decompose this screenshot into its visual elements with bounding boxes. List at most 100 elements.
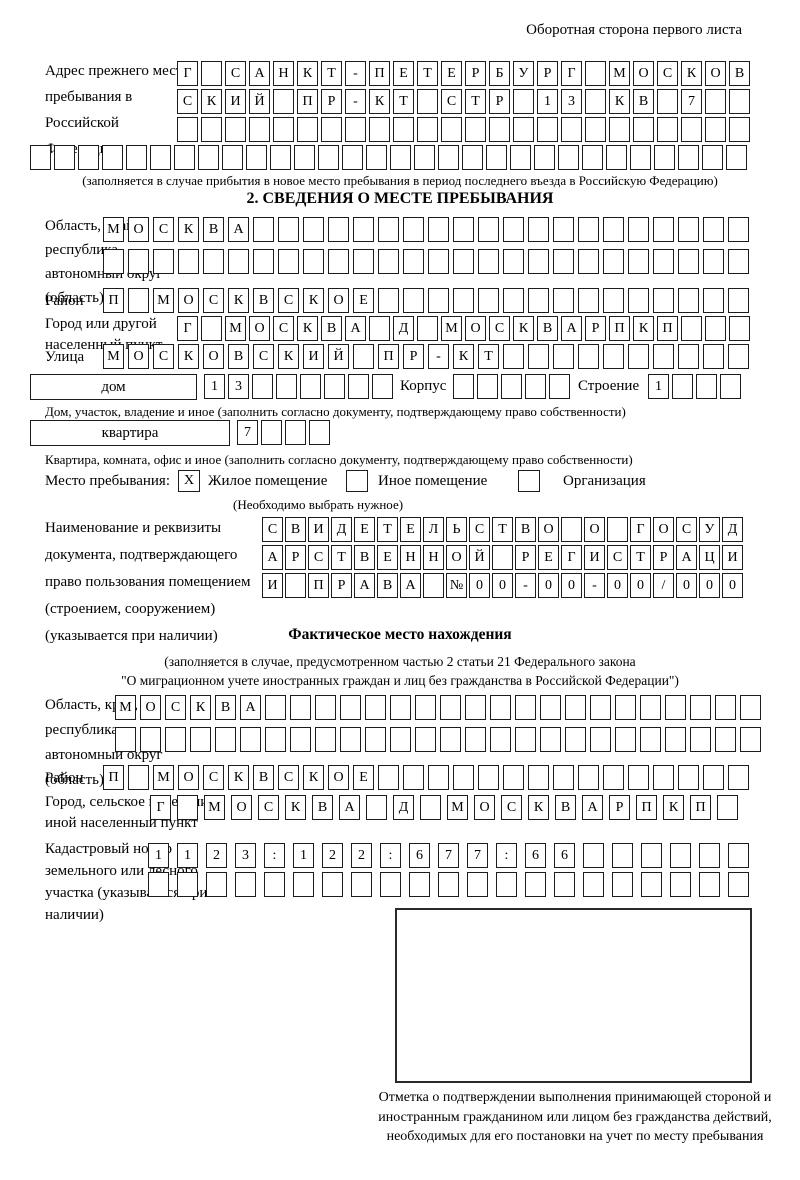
char-box[interactable]: О bbox=[474, 795, 495, 820]
char-box[interactable] bbox=[294, 145, 315, 170]
char-box[interactable] bbox=[525, 374, 546, 399]
char-box[interactable]: Р bbox=[489, 89, 510, 114]
char-box[interactable]: В bbox=[215, 695, 236, 720]
char-box[interactable] bbox=[558, 145, 579, 170]
char-box[interactable]: Т bbox=[478, 344, 499, 369]
char-box[interactable] bbox=[553, 765, 574, 790]
char-box[interactable]: 0 bbox=[607, 573, 628, 598]
char-box[interactable] bbox=[150, 145, 171, 170]
char-box[interactable] bbox=[549, 374, 570, 399]
char-box[interactable] bbox=[115, 727, 136, 752]
char-box[interactable]: А bbox=[339, 795, 360, 820]
char-box[interactable] bbox=[348, 374, 369, 399]
char-box[interactable] bbox=[465, 727, 486, 752]
char-box[interactable] bbox=[309, 420, 330, 445]
char-box[interactable]: Е bbox=[353, 765, 374, 790]
char-box[interactable] bbox=[702, 145, 723, 170]
char-box[interactable]: К bbox=[528, 795, 549, 820]
char-box[interactable] bbox=[489, 117, 510, 142]
char-box[interactable]: Т bbox=[377, 517, 398, 542]
char-box[interactable]: О bbox=[538, 517, 559, 542]
char-box[interactable] bbox=[438, 872, 459, 897]
char-box[interactable] bbox=[628, 765, 649, 790]
char-box[interactable] bbox=[414, 145, 435, 170]
char-box[interactable] bbox=[729, 316, 750, 341]
char-box[interactable]: М bbox=[204, 795, 225, 820]
char-box[interactable] bbox=[503, 344, 524, 369]
char-box[interactable] bbox=[265, 695, 286, 720]
char-box[interactable] bbox=[273, 89, 294, 114]
char-box[interactable]: Р bbox=[331, 573, 352, 598]
char-box[interactable] bbox=[201, 61, 222, 86]
char-box[interactable] bbox=[528, 288, 549, 313]
char-box[interactable]: Т bbox=[492, 517, 513, 542]
char-box[interactable]: П bbox=[636, 795, 657, 820]
char-box[interactable]: Н bbox=[400, 545, 421, 570]
char-box[interactable] bbox=[670, 843, 691, 868]
char-box[interactable]: О bbox=[249, 316, 270, 341]
char-box[interactable]: П bbox=[378, 344, 399, 369]
char-box[interactable]: П bbox=[103, 765, 124, 790]
char-box[interactable] bbox=[492, 545, 513, 570]
char-box[interactable] bbox=[583, 843, 604, 868]
char-box[interactable]: М bbox=[609, 61, 630, 86]
char-box[interactable]: С bbox=[153, 344, 174, 369]
char-box[interactable]: : bbox=[380, 843, 401, 868]
char-box[interactable] bbox=[54, 145, 75, 170]
char-box[interactable] bbox=[578, 344, 599, 369]
char-box[interactable] bbox=[665, 727, 686, 752]
char-box[interactable]: Т bbox=[331, 545, 352, 570]
char-box[interactable] bbox=[249, 117, 270, 142]
char-box[interactable] bbox=[728, 843, 749, 868]
char-box[interactable]: Р bbox=[465, 61, 486, 86]
char-box[interactable]: - bbox=[584, 573, 605, 598]
char-box[interactable]: Е bbox=[441, 61, 462, 86]
char-box[interactable] bbox=[726, 145, 747, 170]
char-box[interactable] bbox=[261, 420, 282, 445]
char-box[interactable]: К bbox=[453, 344, 474, 369]
char-box[interactable]: Т bbox=[393, 89, 414, 114]
char-box[interactable]: : bbox=[496, 843, 517, 868]
char-box[interactable] bbox=[678, 765, 699, 790]
char-box[interactable] bbox=[653, 249, 674, 274]
char-box[interactable]: М bbox=[103, 344, 124, 369]
char-box[interactable] bbox=[515, 695, 536, 720]
char-box[interactable] bbox=[240, 727, 261, 752]
char-box[interactable] bbox=[729, 89, 750, 114]
char-box[interactable]: С bbox=[278, 765, 299, 790]
char-box[interactable]: 3 bbox=[561, 89, 582, 114]
char-box[interactable]: Т bbox=[630, 545, 651, 570]
char-box[interactable] bbox=[420, 795, 441, 820]
char-box[interactable]: Б bbox=[489, 61, 510, 86]
char-box[interactable]: И bbox=[303, 344, 324, 369]
char-box[interactable] bbox=[703, 217, 724, 242]
char-box[interactable]: С bbox=[469, 517, 490, 542]
char-box[interactable] bbox=[228, 249, 249, 274]
char-box[interactable]: Р bbox=[321, 89, 342, 114]
char-box[interactable] bbox=[540, 727, 561, 752]
char-box[interactable]: С bbox=[225, 61, 246, 86]
char-box[interactable]: Г bbox=[630, 517, 651, 542]
char-box[interactable] bbox=[678, 145, 699, 170]
char-box[interactable] bbox=[603, 249, 624, 274]
char-box[interactable]: Р bbox=[537, 61, 558, 86]
char-box[interactable] bbox=[740, 727, 761, 752]
char-box[interactable]: И bbox=[262, 573, 283, 598]
char-box[interactable] bbox=[390, 727, 411, 752]
char-box[interactable] bbox=[372, 374, 393, 399]
char-box[interactable]: О bbox=[128, 217, 149, 242]
char-box[interactable]: С bbox=[308, 545, 329, 570]
char-box[interactable] bbox=[403, 765, 424, 790]
char-box[interactable]: О bbox=[705, 61, 726, 86]
char-box[interactable] bbox=[222, 145, 243, 170]
char-box[interactable] bbox=[553, 288, 574, 313]
char-box[interactable] bbox=[315, 727, 336, 752]
char-box[interactable] bbox=[490, 695, 511, 720]
checkbox-residential[interactable]: X bbox=[178, 470, 200, 492]
char-box[interactable]: О bbox=[178, 288, 199, 313]
char-box[interactable] bbox=[328, 249, 349, 274]
char-box[interactable] bbox=[278, 249, 299, 274]
char-box[interactable] bbox=[428, 217, 449, 242]
char-box[interactable] bbox=[525, 872, 546, 897]
char-box[interactable] bbox=[345, 117, 366, 142]
